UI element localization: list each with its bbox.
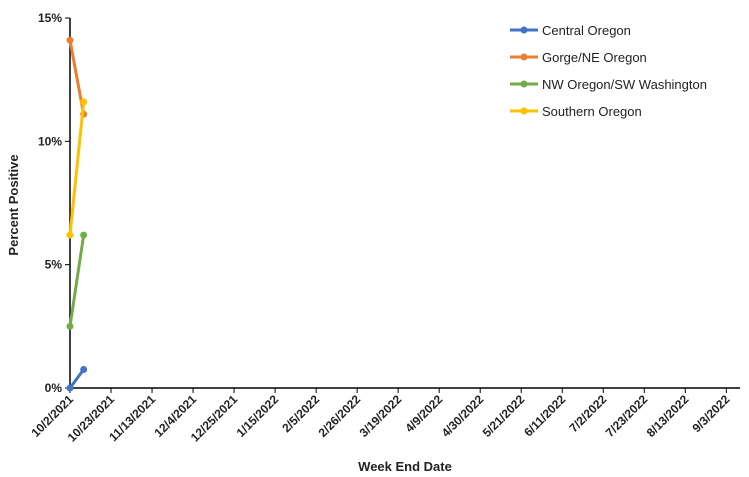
legend: Central Oregon Gorge/NE Oregon NW Oregon/S… — [510, 23, 707, 119]
data-point — [66, 36, 74, 44]
series-0 — [66, 366, 88, 392]
legend-label: Southern Oregon — [542, 104, 642, 119]
series-line — [68, 233, 86, 328]
y-axis-title: Percent Positive — [6, 154, 21, 255]
data-point — [80, 98, 88, 106]
data-point — [80, 366, 88, 373]
legend-label: Gorge/NE Oregon — [542, 50, 647, 65]
x-axis-title: Week End Date — [358, 459, 452, 474]
series-line — [68, 368, 86, 390]
x-ticks: 10/2/202110/23/202111/13/202112/4/202112… — [28, 388, 733, 445]
legend-swatch-marker — [520, 53, 528, 61]
y-tick-label: 15% — [38, 11, 62, 25]
series-3 — [66, 98, 88, 239]
y-tick-label: 10% — [38, 134, 62, 148]
legend-swatch-marker — [520, 107, 528, 115]
data-point — [80, 231, 88, 239]
data-point — [66, 231, 74, 239]
x-tick-label: 5/21/2022 — [480, 392, 528, 440]
legend-item: Gorge/NE Oregon — [510, 50, 647, 65]
series-layer — [66, 36, 88, 392]
legend-item: Southern Oregon — [510, 104, 642, 119]
x-tick-label: 6/11/2022 — [521, 392, 568, 439]
series-2 — [66, 231, 88, 330]
y-tick-label: 5% — [45, 258, 63, 272]
x-tick-label: 7/23/2022 — [603, 392, 651, 440]
x-tick-label: 1/15/2022 — [234, 392, 282, 440]
x-tick-label: 3/19/2022 — [357, 392, 405, 440]
x-tick-label: 4/30/2022 — [439, 392, 487, 440]
legend-label: NW Oregon/SW Washington — [542, 77, 707, 92]
legend-swatch-marker — [520, 80, 528, 88]
data-point — [66, 384, 74, 392]
x-tick-label: 9/3/2022 — [690, 392, 733, 435]
x-tick-label: 8/13/2022 — [644, 392, 692, 440]
legend-item: NW Oregon/SW Washington — [510, 77, 707, 92]
legend-item: Central Oregon — [510, 23, 631, 38]
legend-swatch-marker — [520, 26, 528, 34]
y-tick-label: 0% — [45, 381, 63, 395]
x-tick-label: 2/26/2022 — [316, 392, 364, 440]
data-point — [66, 322, 74, 330]
axes — [69, 18, 740, 389]
y-ticks: 0% 5% 10% 15% — [38, 11, 70, 395]
series-line — [68, 100, 86, 237]
legend-label: Central Oregon — [542, 23, 631, 38]
